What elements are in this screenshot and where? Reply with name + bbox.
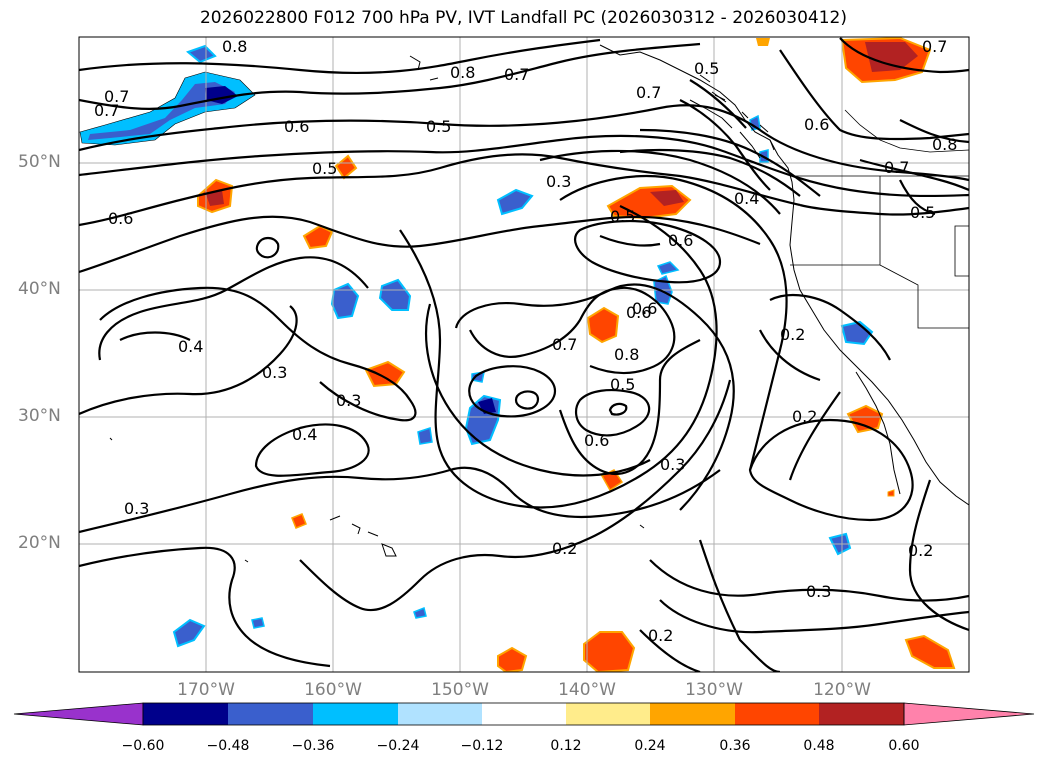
chart-title: 2026022800 F012 700 hPa PV, IVT Landfall… [199,8,847,28]
contour-label: 0.2 [780,325,805,344]
contour-label: 0.7 [94,101,119,120]
colorbar-tick-label: 0.12 [550,738,582,754]
contour-label: 0.3 [806,582,831,601]
colorbar-segment [228,703,313,725]
contour-label: 0.5 [312,159,337,178]
colorbar-tick-label: 0.48 [803,738,835,754]
contour-label: 0.7 [884,158,909,177]
contour-label: 0.4 [734,189,759,208]
contour-label: 0.2 [908,541,933,560]
contour-label: 0.3 [660,455,685,474]
colorbar-tick-label: 0.24 [634,738,666,754]
contour-label: 0.6 [584,431,609,450]
graticule [79,37,969,672]
coastlines [109,44,969,563]
contour-label: 0.3 [546,172,571,191]
colorbar-tick-label: 0.36 [719,738,751,754]
contour-labels: 0.8 0.7 0.7 0.8 0.7 0.5 0.7 0.6 0.5 0.6 … [94,37,957,645]
contour-label: 0.8 [450,63,475,82]
colorbar-tick-label: −0.12 [460,738,504,754]
colorbar-tick-label: −0.60 [121,738,165,754]
colorbar-outline [142,702,905,726]
lon-label: 160°W [304,680,362,700]
colorbar-segment [143,703,228,725]
contour-label: 0.2 [792,407,817,426]
colorbar-extend-high [903,702,1035,726]
contour-label: 0.7 [636,83,661,102]
lat-label: 40°N [18,279,61,299]
colorbar-tick-label: −0.24 [376,738,420,754]
contour-label: 0.8 [614,345,639,364]
contour-label: 0.6 [632,299,657,318]
colorbar-extend-low [13,702,144,726]
contour-label: 0.5 [910,203,935,222]
contour-label: 0.4 [178,337,203,356]
lat-label: 20°N [18,533,61,553]
contour-label: 0.2 [648,626,673,645]
contour-label: 0.5 [694,59,719,78]
lon-label: 130°W [685,680,743,700]
contour-label: 0.4 [292,425,317,444]
contour-label: 0.8 [222,37,247,56]
colorbar-segment [566,703,650,725]
lon-label: 140°W [558,680,616,700]
lon-label: 120°W [813,680,871,700]
contour-label: 0.6 [668,231,693,250]
colorbar [13,702,1035,726]
pv-negative-anomalies [79,44,874,648]
contour-label: 0.6 [284,117,309,136]
map-frame [78,36,970,673]
contour-label: 0.5 [426,117,451,136]
contour-label: 0.6 [108,209,133,228]
lon-label: 150°W [431,680,489,700]
colorbar-tick-label: 0.60 [888,738,920,754]
contour-label: 0.2 [552,539,577,558]
contour-label: 0.5 [610,207,635,226]
lat-label: 30°N [18,406,61,426]
colorbar-segment [819,703,904,725]
colorbar-segment [398,703,482,725]
contour-label: 0.5 [610,375,635,394]
contour-label: 0.8 [932,135,957,154]
colorbar-segment [650,703,735,725]
colorbar-segment [482,703,566,725]
colorbar-segment [313,703,398,725]
lat-label: 50°N [18,152,61,172]
colorbar-segment [735,703,819,725]
contour-label: 0.6 [626,303,651,322]
pv-contours [79,37,969,672]
contour-label: 0.3 [336,391,361,410]
contour-label: 0.7 [552,335,577,354]
contour-label: 0.7 [104,87,129,106]
contour-label: 0.7 [504,65,529,84]
lon-label: 170°W [177,680,235,700]
colorbar-tick-label: −0.48 [206,738,250,754]
contour-label: 0.3 [262,363,287,382]
colorbar-tick-label: −0.36 [291,738,335,754]
contour-label: 0.3 [124,499,149,518]
contour-label: 0.7 [922,37,947,56]
contour-label: 0.6 [804,115,829,134]
